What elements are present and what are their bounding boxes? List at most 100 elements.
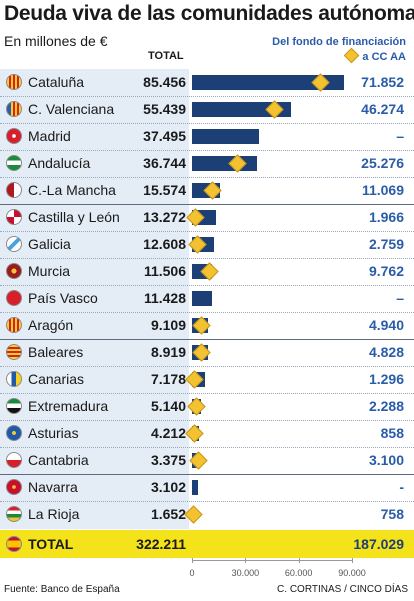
region-name: C.-La Mancha xyxy=(28,182,116,198)
chart-title: Deuda viva de las comunidades autónomas xyxy=(4,2,414,25)
total-value-label: 13.272 xyxy=(143,209,186,225)
total-row-label: TOTAL xyxy=(28,536,74,552)
chart-row: Baleares 8.919 4.828 xyxy=(0,339,414,366)
basque-flag-icon xyxy=(6,290,22,306)
row-separator xyxy=(0,150,414,151)
chart-row: Castilla y León 13.272 1.966 xyxy=(0,204,414,231)
row-separator xyxy=(0,312,414,313)
region-name: Andalucía xyxy=(28,155,91,171)
region-name: Aragón xyxy=(28,317,74,333)
fondo-value-label: 9.762 xyxy=(368,263,404,279)
valencia-flag-icon xyxy=(6,101,22,117)
aragon-flag-icon xyxy=(6,317,22,333)
chart-row: C.-La Mancha 15.574 11.069 xyxy=(0,177,414,204)
x-axis-tick-label: 90.000 xyxy=(338,568,366,578)
row-separator xyxy=(0,366,414,367)
chart-row: Murcia 11.506 9.762 xyxy=(0,258,414,285)
x-axis-line xyxy=(192,560,352,561)
debt-bar xyxy=(192,102,291,117)
fondo-value-label: 1.296 xyxy=(368,371,404,387)
region-name: Navarra xyxy=(28,479,78,495)
cantabria-flag-icon xyxy=(6,452,22,468)
chart-row: Asturias 4.212 858 xyxy=(0,420,414,447)
row-separator xyxy=(0,177,414,178)
fondo-value-label: 2.288 xyxy=(368,398,404,414)
fondo-value-label: - xyxy=(399,479,404,495)
x-axis-tick xyxy=(245,558,247,563)
chart-row: Galicia 12.608 2.759 xyxy=(0,231,414,258)
fondo-diamond-marker xyxy=(187,397,206,416)
region-name: Galicia xyxy=(28,236,71,252)
chart-row: Extremadura 5.140 2.288 xyxy=(0,393,414,420)
region-name: C. Valenciana xyxy=(28,101,115,117)
column-header-fondo-line2: a CC AA xyxy=(362,51,406,63)
region-name: Asturias xyxy=(28,425,79,441)
castilla-leon-flag-icon xyxy=(6,209,22,225)
row-separator xyxy=(0,474,414,475)
total-value-label: 37.495 xyxy=(143,128,186,144)
total-row-total-value: 322.211 xyxy=(136,536,186,552)
region-name: Extremadura xyxy=(28,398,109,414)
row-separator xyxy=(0,258,414,259)
row-separator xyxy=(0,501,414,502)
debt-bar xyxy=(192,75,344,90)
galicia-flag-icon xyxy=(6,236,22,252)
x-axis-tick-label: 60.000 xyxy=(284,568,313,578)
fondo-value-label: 858 xyxy=(380,425,404,441)
region-name: Cantabria xyxy=(28,452,89,468)
catalonia-flag-icon xyxy=(6,74,22,90)
extremadura-flag-icon xyxy=(6,398,22,414)
diamond-legend-icon xyxy=(344,47,360,64)
la-rioja-flag-icon xyxy=(6,506,22,522)
row-separator xyxy=(0,96,414,97)
total-value-label: 15.574 xyxy=(143,182,186,198)
chart-row: C. Valenciana 55.439 46.274 xyxy=(0,96,414,123)
fondo-value-label: – xyxy=(396,128,404,144)
fondo-value-label: 11.069 xyxy=(361,182,404,198)
fondo-value-label: 25.276 xyxy=(361,155,404,171)
madrid-flag-icon xyxy=(6,128,22,144)
total-value-label: 11.506 xyxy=(143,263,186,279)
chart-row: Aragón 9.109 4.940 xyxy=(0,312,414,339)
andalusia-flag-icon xyxy=(6,155,22,171)
x-axis-tick-label: 0 xyxy=(189,568,195,578)
credit-note: C. CORTINAS / CINCO DÍAS xyxy=(277,584,408,595)
total-row: TOTAL 322.211 187.029 xyxy=(0,530,414,558)
chart-row: Cataluña 85.456 71.852 xyxy=(0,69,414,96)
chart-row: Cantabria 3.375 3.100 xyxy=(0,447,414,474)
total-value-label: 4.212 xyxy=(150,425,186,441)
total-value-label: 36.744 xyxy=(143,155,186,171)
x-axis-tick xyxy=(352,558,353,563)
row-separator xyxy=(0,447,414,448)
region-name: País Vasco xyxy=(28,290,98,306)
row-separator xyxy=(0,231,414,232)
row-separator xyxy=(0,420,414,421)
chart-row: Andalucía 36.744 25.276 xyxy=(0,150,414,177)
fondo-value-label: – xyxy=(396,290,404,306)
chart-subtitle: En millones de € xyxy=(4,33,108,49)
total-row-fondo-value: 187.029 xyxy=(353,536,404,552)
region-name: Canarias xyxy=(28,371,85,387)
region-name: Cataluña xyxy=(28,74,85,90)
column-header-fondo-line1: Del fondo de financiación xyxy=(272,36,406,48)
balearic-flag-icon xyxy=(6,344,22,360)
debt-bar xyxy=(192,129,259,144)
chart-row: Madrid 37.495 – xyxy=(0,123,414,150)
fondo-value-label: 2.759 xyxy=(368,236,404,252)
total-value-label: 8.919 xyxy=(150,344,186,360)
row-separator xyxy=(0,123,414,124)
chart-row: La Rioja 1.652 758 xyxy=(0,501,414,528)
column-header-fondo: Del fondo de financiación a CC AA xyxy=(272,35,406,65)
canary-flag-icon xyxy=(6,371,22,387)
region-name: La Rioja xyxy=(28,506,80,522)
total-value-label: 3.102 xyxy=(150,479,186,495)
x-axis-tick-label: 30.000 xyxy=(231,568,260,578)
fondo-value-label: 758 xyxy=(380,506,404,522)
total-value-label: 7.178 xyxy=(150,371,186,387)
total-value-label: 5.140 xyxy=(150,398,186,414)
region-name: Castilla y León xyxy=(28,209,120,225)
debt-bar xyxy=(192,480,198,495)
fondo-value-label: 71.852 xyxy=(361,74,404,90)
row-separator xyxy=(0,339,414,340)
debt-bar xyxy=(192,156,258,171)
